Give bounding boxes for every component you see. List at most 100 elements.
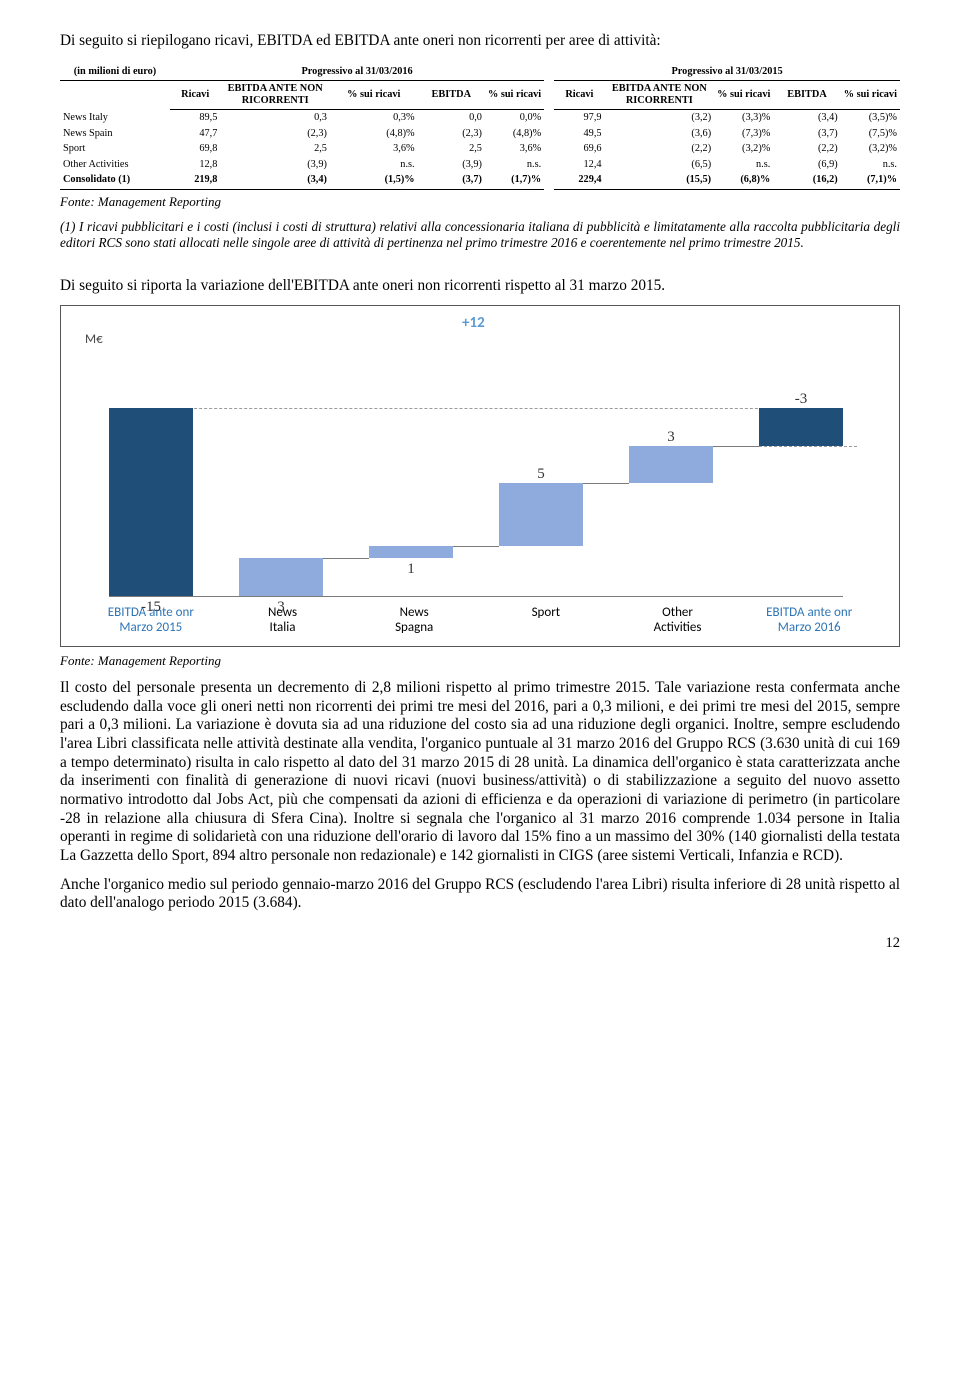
- row-cell: (2,2): [605, 142, 715, 158]
- table-row: News Italy89,50,30,3%0,00,0%97,9(3,2)(3,…: [60, 110, 900, 127]
- chart-bar-value: 5: [499, 465, 583, 483]
- row-cell: (7,1)%: [841, 173, 900, 189]
- row-cell: [544, 126, 554, 142]
- row-cell: 69,8: [170, 142, 220, 158]
- row-cell: n.s.: [485, 157, 544, 173]
- col-ricavi-r: Ricavi: [554, 81, 604, 110]
- row-cell: (1,7)%: [485, 173, 544, 189]
- financial-table: (in milioni di euro) Progressivo al 31/0…: [60, 65, 900, 190]
- row-cell: (3,9): [220, 157, 330, 173]
- table-footnote: (1) I ricavi pubblicitari e i costi (inc…: [60, 219, 900, 250]
- chart-bar: [759, 408, 843, 446]
- col-ebitda-l: EBITDA: [418, 81, 485, 110]
- chart-bar: [629, 446, 713, 484]
- chart-bar: [109, 408, 193, 596]
- chart-bar-value: -3: [759, 390, 843, 408]
- chart-bar: [239, 558, 323, 596]
- table-row: News Spain47,7(2,3)(4,8)%(2,3)(4,8)%49,5…: [60, 126, 900, 142]
- chart-category-label: Sport: [480, 606, 612, 636]
- row-cell: n.s.: [714, 157, 773, 173]
- row-cell: 97,9: [554, 110, 604, 127]
- col-pct1-l: % sui ricavi: [330, 81, 418, 110]
- row-cell: (6,8)%: [714, 173, 773, 189]
- chart-bar-value: -15: [109, 598, 193, 616]
- row-cell: 2,5: [220, 142, 330, 158]
- row-cell: (16,2): [773, 173, 840, 189]
- col-eante-r: EBITDA ANTE NON RICORRENTI: [605, 81, 715, 110]
- col-pct1-r: % sui ricavi: [714, 81, 773, 110]
- row-cell: 12,8: [170, 157, 220, 173]
- row-cell: (3,5)%: [841, 110, 900, 127]
- chart-bar-value: 1: [369, 560, 453, 578]
- row-cell: (3,7): [773, 126, 840, 142]
- row-cell: [544, 157, 554, 173]
- row-label: Sport: [60, 142, 170, 158]
- row-cell: 12,4: [554, 157, 604, 173]
- row-cell: (3,9): [418, 157, 485, 173]
- col-pct2-r: % sui ricavi: [841, 81, 900, 110]
- chart-delta-label: +12: [462, 314, 485, 332]
- row-label: Consolidato (1): [60, 173, 170, 189]
- section2-intro: Di seguito si riporta la variazione dell…: [60, 277, 900, 296]
- row-cell: 219,8: [170, 173, 220, 189]
- chart-bar-value: 3: [239, 598, 323, 616]
- body-para-2: Anche l'organico medio sul periodo genna…: [60, 876, 900, 913]
- row-cell: 69,6: [554, 142, 604, 158]
- row-cell: 2,5: [418, 142, 485, 158]
- row-cell: (3,7): [418, 173, 485, 189]
- chart-category-label: EBITDA ante onrMarzo 2016: [743, 606, 875, 636]
- chart-axis: [109, 596, 843, 597]
- intro-text: Di seguito si riepilogano ricavi, EBITDA…: [60, 32, 900, 51]
- row-cell: 0,0%: [485, 110, 544, 127]
- row-cell: (2,3): [220, 126, 330, 142]
- row-cell: (3,4): [220, 173, 330, 189]
- row-cell: (4,8)%: [485, 126, 544, 142]
- row-cell: (3,2)%: [714, 142, 773, 158]
- chart-source: Fonte: Management Reporting: [60, 653, 900, 669]
- row-cell: 3,6%: [485, 142, 544, 158]
- row-label: News Italy: [60, 110, 170, 127]
- row-cell: 3,6%: [330, 142, 418, 158]
- row-cell: (3,2): [605, 110, 715, 127]
- col-spacer: [60, 81, 170, 110]
- period-2015: Progressivo al 31/03/2015: [554, 65, 900, 81]
- unit-label: (in milioni di euro): [60, 65, 170, 81]
- page-number: 12: [60, 935, 900, 953]
- row-cell: (7,3)%: [714, 126, 773, 142]
- chart-bar: [369, 546, 453, 559]
- row-cell: (3,2)%: [841, 142, 900, 158]
- col-ebitda-r: EBITDA: [773, 81, 840, 110]
- chart-bar: [499, 483, 583, 546]
- row-cell: n.s.: [841, 157, 900, 173]
- row-cell: (3,4): [773, 110, 840, 127]
- row-cell: (2,3): [418, 126, 485, 142]
- row-label: News Spain: [60, 126, 170, 142]
- table-source: Fonte: Management Reporting: [60, 194, 900, 210]
- period-2016: Progressivo al 31/03/2016: [170, 65, 544, 81]
- row-cell: [544, 142, 554, 158]
- row-cell: 229,4: [554, 173, 604, 189]
- chart-category-label: NewsSpagna: [348, 606, 480, 636]
- body-para-1: Il costo del personale presenta un decre…: [60, 679, 900, 866]
- row-cell: (15,5): [605, 173, 715, 189]
- row-cell: 0,3: [220, 110, 330, 127]
- chart-bar-value: 3: [629, 428, 713, 446]
- table-row: Other Activities12,8(3,9)n.s.(3,9)n.s.12…: [60, 157, 900, 173]
- row-cell: (3,6): [605, 126, 715, 142]
- row-cell: (1,5)%: [330, 173, 418, 189]
- row-cell: (3,3)%: [714, 110, 773, 127]
- row-cell: 89,5: [170, 110, 220, 127]
- row-cell: n.s.: [330, 157, 418, 173]
- col-ricavi-l: Ricavi: [170, 81, 220, 110]
- row-cell: [544, 173, 554, 189]
- row-label: Other Activities: [60, 157, 170, 173]
- col-eante-l: EBITDA ANTE NON RICORRENTI: [220, 81, 330, 110]
- row-cell: 0,0: [418, 110, 485, 127]
- row-cell: (6,9): [773, 157, 840, 173]
- chart-category-label: OtherActivities: [612, 606, 744, 636]
- chart-y-label: M€: [85, 332, 103, 348]
- row-cell: 49,5: [554, 126, 604, 142]
- waterfall-chart: M€ +12 -15 3 1 5 3 -3 EBITDA ante onrMarzo 20…: [60, 305, 900, 647]
- table-row: Consolidato (1)219,8(3,4)(1,5)%(3,7)(1,7…: [60, 173, 900, 189]
- row-cell: (7,5)%: [841, 126, 900, 142]
